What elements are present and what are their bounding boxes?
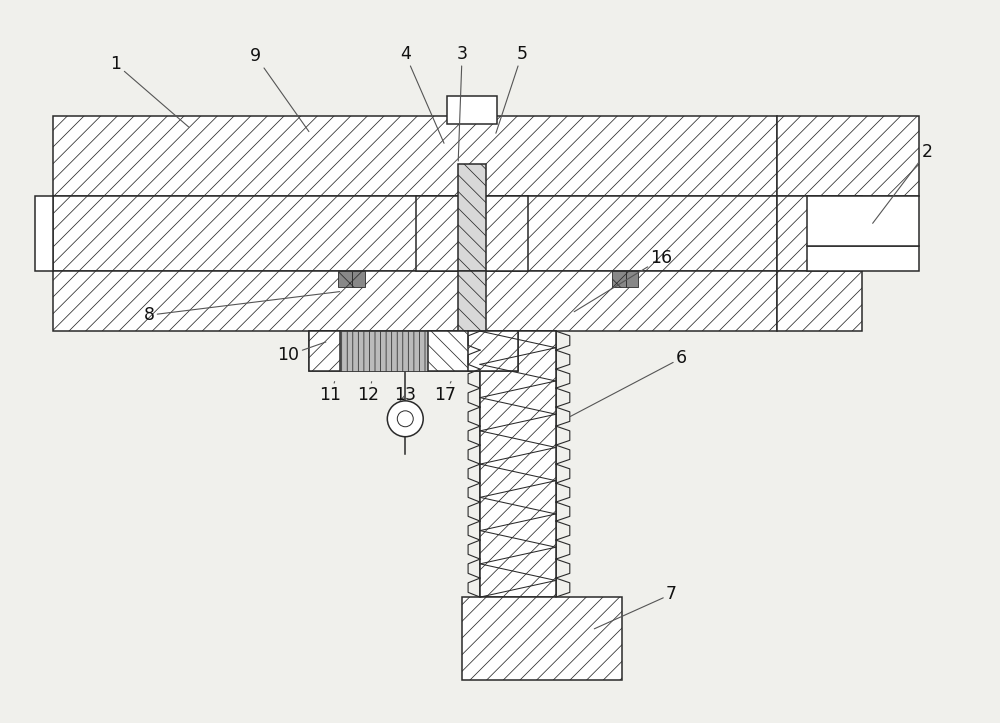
Text: 12: 12 <box>357 382 379 404</box>
Text: 2: 2 <box>873 143 932 223</box>
Text: 4: 4 <box>400 45 444 143</box>
Text: 11: 11 <box>319 382 341 404</box>
Text: 8: 8 <box>143 291 340 324</box>
Bar <box>807 247 919 271</box>
Bar <box>458 164 486 271</box>
Text: 13: 13 <box>394 386 416 404</box>
Bar <box>480 331 556 597</box>
Bar <box>468 331 518 371</box>
Bar <box>462 597 622 680</box>
Bar <box>53 196 777 271</box>
Bar <box>309 331 340 371</box>
Bar <box>447 96 497 124</box>
Text: 6: 6 <box>570 349 687 416</box>
Bar <box>458 271 486 331</box>
Text: 1: 1 <box>111 55 189 127</box>
Bar <box>424 196 520 271</box>
Text: 7: 7 <box>594 585 677 629</box>
Circle shape <box>387 401 423 437</box>
Text: 9: 9 <box>250 47 309 132</box>
Bar <box>612 271 626 287</box>
Bar <box>480 331 556 597</box>
Bar <box>777 196 862 271</box>
Bar <box>626 271 638 287</box>
Bar <box>428 331 473 371</box>
Bar <box>309 331 518 371</box>
Bar <box>340 331 428 371</box>
Bar <box>352 271 365 287</box>
Bar <box>53 271 777 331</box>
Bar <box>416 196 528 271</box>
Text: 16: 16 <box>574 249 673 312</box>
Text: 17: 17 <box>434 382 456 404</box>
Bar <box>53 116 777 196</box>
Bar <box>807 196 919 247</box>
Bar <box>35 196 53 271</box>
Bar <box>338 271 352 287</box>
Bar <box>777 116 919 196</box>
Text: 10: 10 <box>278 342 326 364</box>
Bar <box>777 271 862 331</box>
Bar <box>807 196 919 247</box>
Text: 5: 5 <box>496 45 527 133</box>
Text: 3: 3 <box>457 45 468 161</box>
